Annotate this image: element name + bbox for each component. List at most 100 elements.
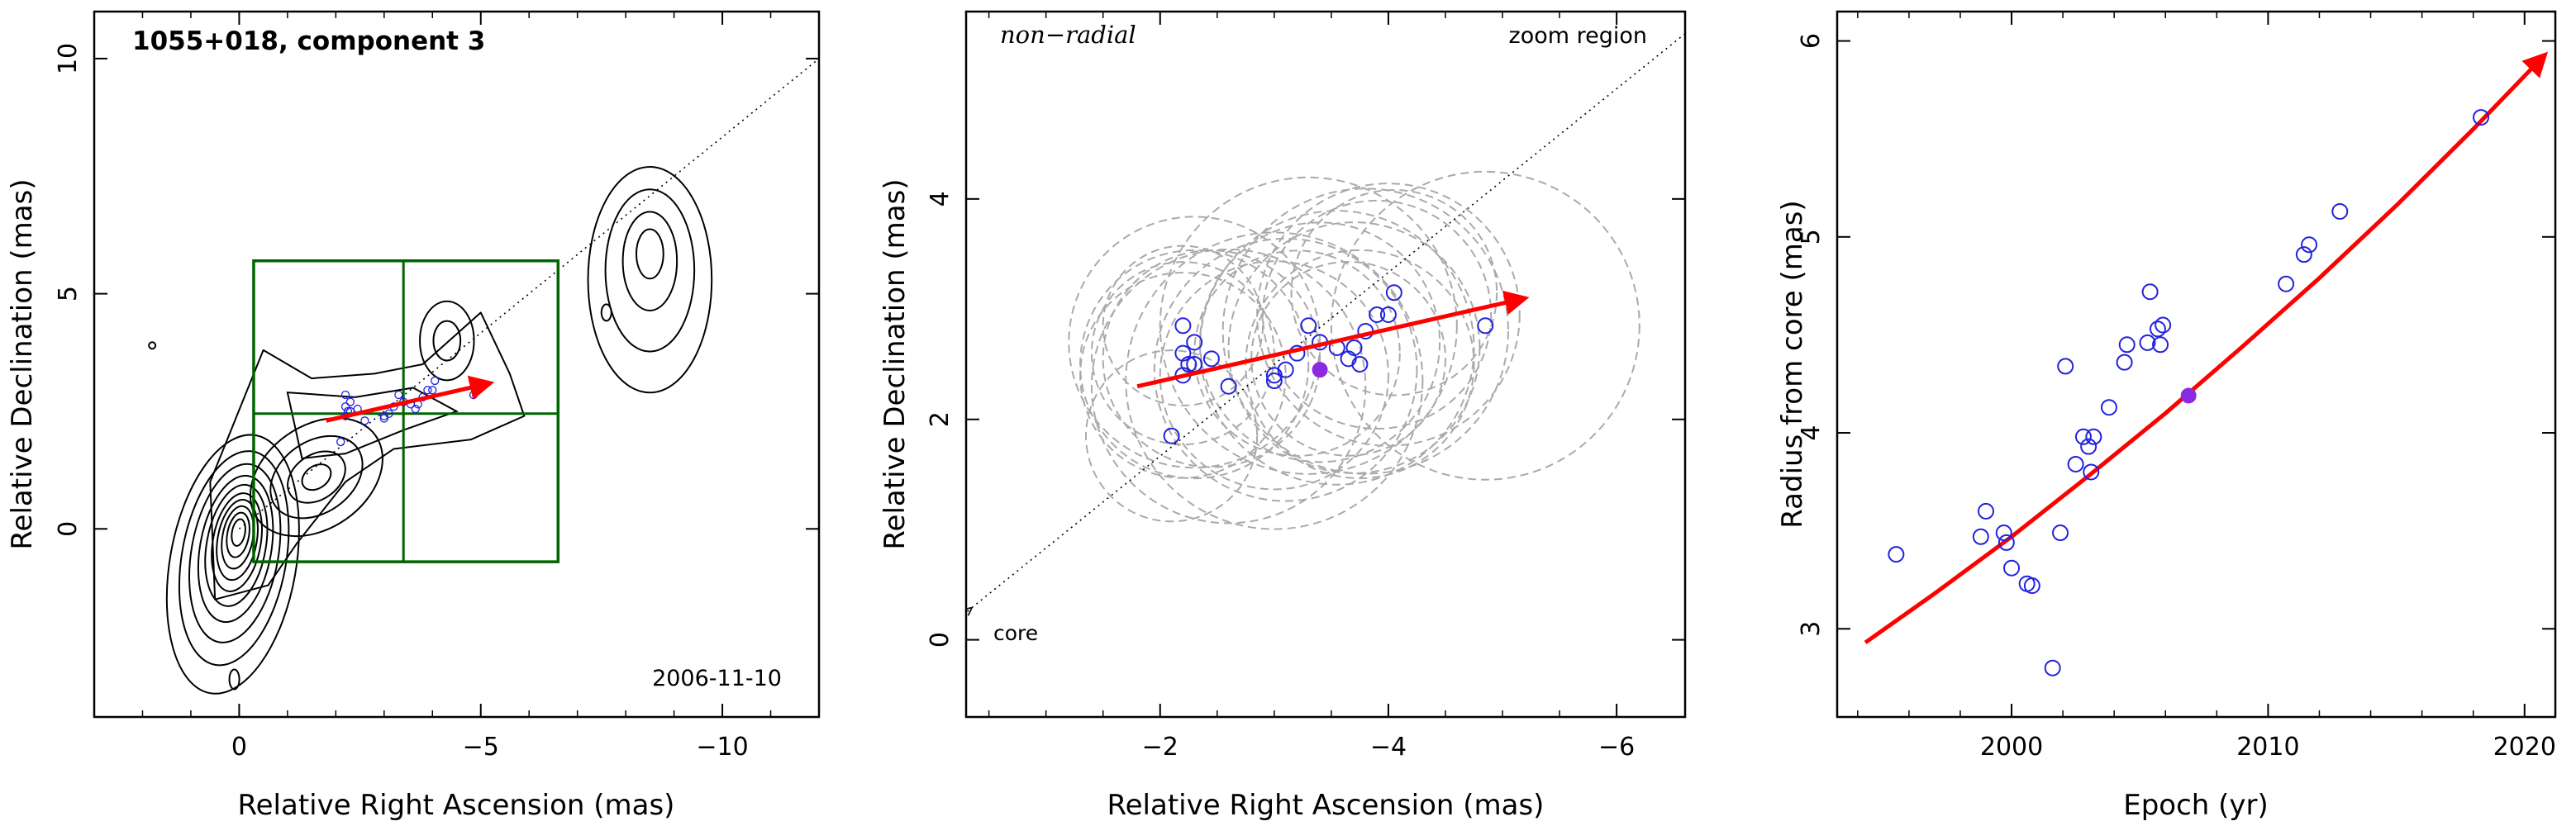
data-point: [2080, 438, 2097, 455]
data-point: [1163, 427, 1180, 444]
y-tick-label: 6: [1797, 33, 1826, 49]
data-point: [384, 409, 393, 418]
y-tick-label: 0: [54, 521, 83, 537]
component-size-circle: [1090, 248, 1367, 525]
data-point: [2141, 283, 2159, 301]
component-size-circle: [1227, 221, 1481, 474]
fit-curve: [1864, 51, 2549, 644]
contour-core: [216, 498, 259, 582]
panel-vlbi-image: 0 −5 −10 0 5 10 1055+018, component 3 2006-11…: [6, 10, 821, 822]
component-size-circle: [1262, 199, 1493, 430]
data-point: [1345, 339, 1363, 356]
y-tick-label: 3: [1797, 621, 1826, 637]
data-point: [2067, 455, 2084, 472]
component-size-circle: [1125, 231, 1424, 530]
panel1-ylabel: Relative Declination (mas): [6, 178, 39, 549]
data-point: [1972, 528, 1989, 545]
contour-small: [228, 668, 240, 691]
radial-direction-line: [238, 58, 819, 529]
data-point: [2003, 559, 2021, 577]
x-tick-label: 2020: [2493, 733, 2556, 762]
x-tick-label: −4: [1370, 733, 1407, 762]
data-point: [2074, 428, 2092, 445]
contour-small: [600, 303, 612, 322]
y-tick-label: 5: [1797, 229, 1826, 244]
panel2-annotation-right: zoom region: [1509, 23, 1647, 49]
x-tick-label: −2: [1142, 733, 1178, 762]
data-point: [1174, 317, 1192, 335]
highlight-point: [1312, 362, 1328, 378]
data-point: [428, 386, 437, 395]
data-point: [1997, 534, 2015, 551]
panel3-ticks: 2000 2010 2020 3 4 5 6: [1797, 12, 2556, 762]
x-tick-label: −6: [1598, 733, 1635, 762]
contour-outer-component: [587, 166, 713, 394]
data-point: [2085, 428, 2102, 445]
data-point: [1978, 502, 1995, 520]
component-size-circle: [1085, 349, 1259, 523]
contour-jet-envelope: [209, 311, 526, 601]
x-tick-label: 2000: [1980, 733, 2043, 762]
panel1-xlabel: Relative Right Ascension (mas): [238, 789, 675, 822]
panel2-frame: [964, 10, 1687, 719]
data-point: [2116, 354, 2133, 371]
data-point: [2044, 659, 2061, 676]
data-point: [1995, 525, 2012, 542]
data-point: [423, 386, 432, 395]
panel2-core-label: core: [993, 621, 1038, 645]
panel2-xlabel: Relative Right Ascension (mas): [1107, 789, 1545, 822]
data-point: [2057, 358, 2074, 375]
data-point: [2278, 275, 2295, 292]
panel1-frame: [93, 10, 821, 719]
data-point: [1385, 284, 1402, 301]
data-point: [1277, 361, 1294, 378]
component-size-circle: [1199, 221, 1441, 463]
data-point: [2472, 109, 2489, 126]
data-point: [1300, 317, 1317, 335]
contour-core: [231, 518, 246, 547]
data-point: [2152, 336, 2169, 354]
data-point: [1265, 373, 1283, 390]
data-point: [2118, 336, 2136, 354]
panel-zoom-region: −2 −4 −6 0 2 4 non−radial zoom region core Re…: [879, 10, 1687, 822]
data-point: [360, 416, 369, 425]
data-point: [431, 376, 440, 386]
contour-jet-inner: [286, 387, 459, 459]
contour-knot: [301, 463, 332, 491]
contour-outer-component: [635, 228, 664, 280]
component-size-circle: [1159, 260, 1389, 491]
y-tick-label: 2: [926, 411, 955, 427]
velocity-vector: [326, 375, 495, 423]
data-point: [379, 414, 388, 423]
data-point: [2331, 202, 2349, 220]
data-point: [379, 411, 388, 420]
data-point: [411, 404, 420, 414]
data-point: [2155, 316, 2172, 334]
data-point: [2301, 236, 2318, 254]
data-point: [1369, 306, 1386, 323]
panel1-overlays: [238, 58, 819, 563]
data-point: [2100, 399, 2117, 416]
contour-outer-component: [604, 188, 696, 353]
data-point: [336, 437, 345, 447]
contour-core: [165, 434, 300, 695]
x-tick-label: −5: [463, 733, 499, 762]
x-tick-label: −10: [696, 733, 748, 762]
component-size-circle: [1245, 249, 1475, 480]
panel-radius-vs-epoch: 2000 2010 2020 3 4 5 6 Epoch (yr) Radius from …: [1776, 10, 2557, 822]
y-tick-label: 4: [926, 191, 955, 206]
data-point: [2139, 334, 2156, 351]
component-size-circle: [1330, 170, 1640, 481]
component-size-circle: [1090, 261, 1275, 446]
data-point: [1351, 356, 1369, 373]
contour-knot: [419, 300, 475, 382]
data-point: [1379, 306, 1397, 323]
panel1-title: 1055+018, component 3: [132, 26, 485, 56]
y-tick-label: 4: [1797, 425, 1826, 440]
panel3-xlabel: Epoch (yr): [2123, 789, 2269, 822]
x-tick-label: 2010: [2236, 733, 2299, 762]
panel2-overlays: [966, 33, 1685, 613]
contour-core: [226, 511, 250, 558]
contour-small: [148, 341, 157, 350]
data-point: [2052, 525, 2069, 542]
